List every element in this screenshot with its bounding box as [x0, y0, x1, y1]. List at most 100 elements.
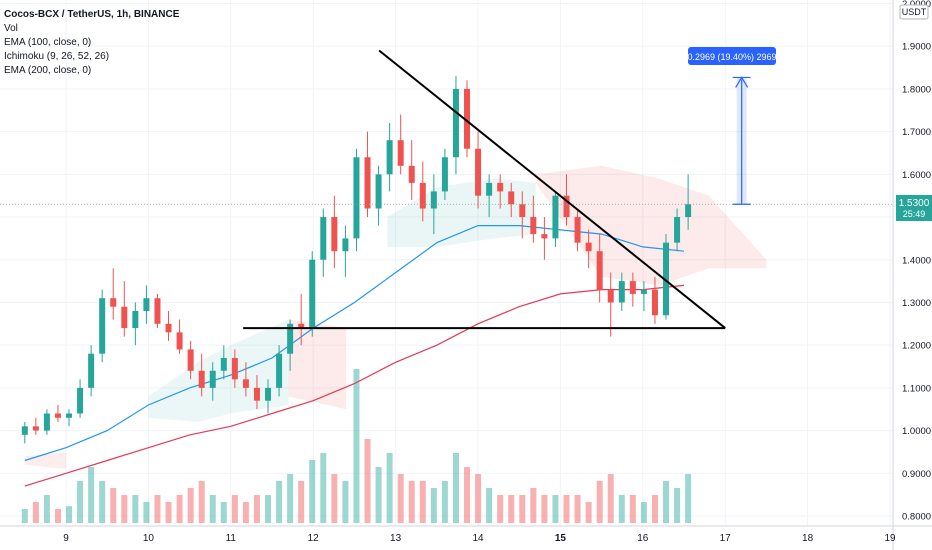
- candle-body: [585, 242, 592, 252]
- volume-bar: [253, 495, 260, 523]
- volume-bar: [419, 481, 426, 523]
- volume-bar: [596, 481, 603, 523]
- chart-grid: [0, 0, 893, 526]
- price-tick-label: 0.9000: [902, 469, 931, 480]
- time-tick-label: 17: [720, 533, 732, 544]
- unit-badge: USDT: [899, 4, 929, 20]
- price-tick-label: 1.4000: [902, 255, 931, 266]
- legend-ichimoku[interactable]: Ichimoku (9, 26, 52, 26): [4, 51, 110, 62]
- candle-body: [176, 332, 183, 350]
- price-tick-label: 1.1000: [902, 383, 931, 394]
- time-tick-label: 9: [63, 533, 69, 544]
- volume-bar: [298, 481, 305, 523]
- volume-bar: [32, 502, 39, 523]
- time-axis[interactable]: 9 10 11 12 13 14 15 16 17 18 19: [0, 525, 932, 544]
- candle-body: [331, 217, 338, 252]
- candle-body: [242, 379, 249, 388]
- drawings[interactable]: [243, 49, 751, 330]
- price-tick-label: 1.0000: [902, 426, 931, 437]
- volume-bar: [287, 474, 294, 523]
- candle-body: [77, 387, 84, 414]
- candle-body: [552, 195, 559, 239]
- time-tick-label: 12: [308, 533, 320, 544]
- time-tick-label: 18: [802, 533, 814, 544]
- candle-body: [364, 157, 371, 209]
- volume-bar: [552, 495, 559, 523]
- time-tick-label: 10: [143, 533, 155, 544]
- candle-body: [663, 242, 670, 316]
- candle-body: [154, 298, 161, 324]
- candle-body: [530, 217, 537, 235]
- candle-body: [198, 370, 205, 388]
- volume-bar: [276, 481, 283, 523]
- ema200-line: [24, 284, 685, 487]
- legend-ema100[interactable]: EMA (100, close, 0): [4, 37, 92, 48]
- candle-body: [220, 357, 227, 371]
- price-tick-label: 1.3000: [902, 298, 931, 309]
- time-tick-label: 13: [390, 533, 402, 544]
- time-tick-label: 11: [226, 533, 237, 544]
- volume-bar: [452, 453, 459, 523]
- candle-body: [519, 204, 526, 218]
- volume-bar: [464, 467, 471, 523]
- volume-bar: [353, 369, 360, 523]
- candle-body: [441, 157, 448, 192]
- candle-body: [121, 306, 128, 329]
- volume-bar: [132, 495, 139, 523]
- volume-bar: [88, 467, 95, 523]
- candle-body: [54, 413, 61, 418]
- cloud-segment: [535, 165, 767, 286]
- symbol-title[interactable]: Cocos-BCX / TetherUS, 1h, BINANCE: [4, 9, 180, 20]
- volume-bar: [618, 495, 625, 523]
- volume-bar: [110, 488, 117, 523]
- candle-body: [287, 323, 294, 354]
- candle-body: [651, 289, 658, 316]
- volume-bar: [242, 502, 249, 523]
- volume-bar: [375, 467, 382, 523]
- volume-bar: [143, 502, 150, 523]
- candle-body: [342, 238, 349, 252]
- volume-bar: [519, 495, 526, 523]
- volume-bar: [99, 481, 106, 523]
- candle-body: [475, 148, 482, 196]
- price-tick-label: 1.7000: [902, 127, 931, 138]
- volume-bar: [663, 481, 670, 523]
- volume-bar: [231, 495, 238, 523]
- candle-body: [309, 259, 316, 329]
- candle-body: [66, 413, 73, 418]
- price-tick-label: 1.6000: [902, 170, 931, 181]
- candle-body: [253, 387, 260, 401]
- candle-body: [386, 140, 393, 175]
- candle-body: [596, 251, 603, 290]
- ema-lines: [24, 225, 685, 487]
- candle-body: [574, 217, 581, 243]
- volume-bar: [430, 488, 437, 523]
- legend-vol[interactable]: Vol: [4, 23, 18, 34]
- candle-body: [32, 426, 39, 431]
- volume-bar: [651, 495, 658, 523]
- candle-body: [508, 191, 515, 205]
- candle-body: [397, 140, 404, 166]
- candle-body: [607, 289, 614, 303]
- candle-body: [419, 182, 426, 209]
- volume-bar: [66, 506, 73, 523]
- price-tick-label: 0.8000: [902, 512, 931, 523]
- price-tick-label: 1.8000: [902, 84, 931, 95]
- volume-bar: [320, 453, 327, 523]
- price-axis[interactable]: 2.00001.90001.80001.70001.60001.50001.40…: [892, 0, 931, 550]
- volume-bar: [585, 502, 592, 523]
- volume-bar: [198, 481, 205, 523]
- candle-body: [541, 234, 548, 239]
- volume-bar: [386, 453, 393, 523]
- volume-bar: [674, 488, 681, 523]
- candle-body: [298, 323, 305, 329]
- volume-bar: [397, 474, 404, 523]
- volume-bar: [441, 481, 448, 523]
- cloud-segment: [288, 319, 347, 410]
- candle-body: [132, 311, 139, 329]
- ema100-line: [24, 225, 685, 462]
- candle-body: [563, 195, 570, 218]
- legend-ema200[interactable]: EMA (200, close, 0): [4, 65, 92, 76]
- candle-body: [110, 298, 117, 307]
